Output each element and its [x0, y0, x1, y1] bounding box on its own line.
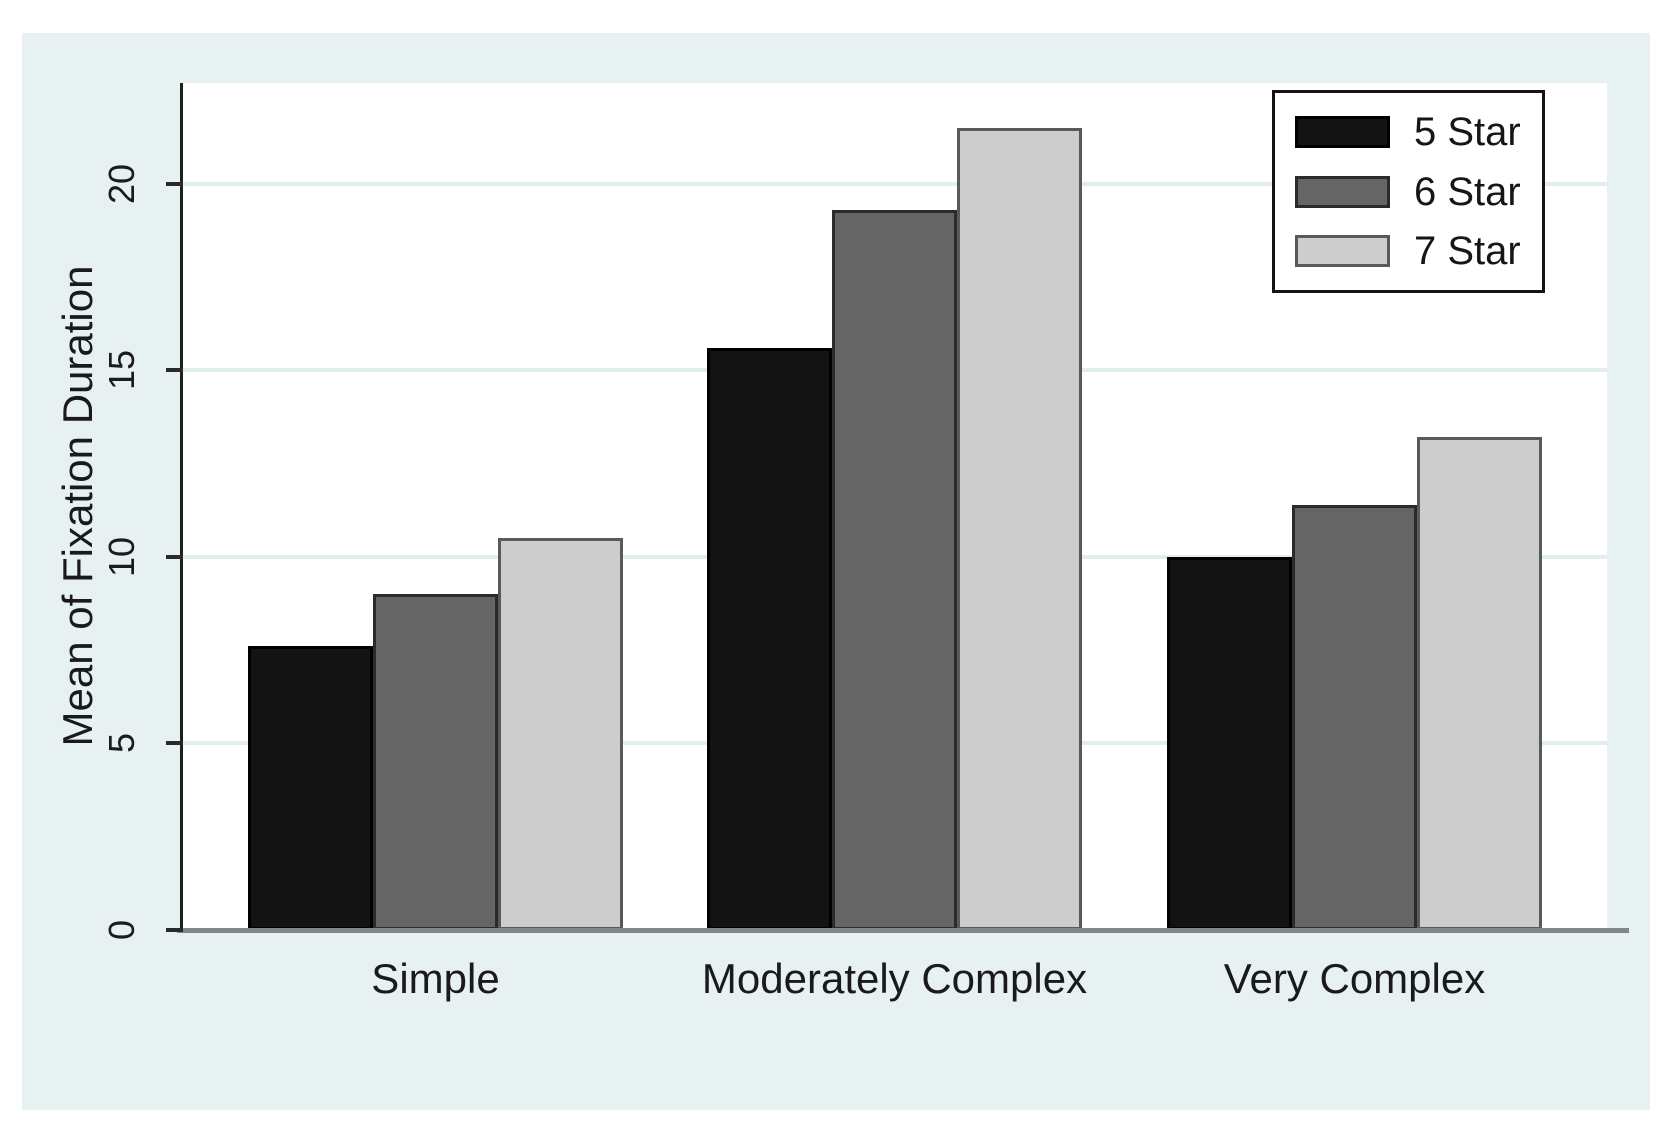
legend: 5 Star 6 Star 7 Star	[1272, 90, 1545, 293]
y-tick-label-0: 0	[101, 919, 142, 941]
legend-label-6-star: 6 Star	[1414, 169, 1521, 214]
x-category-label-simple: Simple	[371, 955, 500, 1002]
gridline-20	[183, 181, 1607, 186]
y-tick-label-5: 5	[101, 733, 142, 754]
bar-simple-5-star	[248, 646, 373, 930]
x-axis-line	[177, 928, 1629, 933]
y-tick-15	[166, 368, 183, 373]
y-tick-label-20: 20	[101, 163, 142, 204]
x-category-label-moderately-complex: Moderately Complex	[701, 955, 1088, 1002]
legend-label-7-star: 7 Star	[1414, 228, 1521, 273]
y-axis-title: Mean of Fixation Duration	[54, 265, 101, 747]
legend-swatch-5-star	[1295, 116, 1390, 149]
y-tick-label-15: 15	[101, 350, 142, 391]
bar-chart: Mean of Fixation Duration 5 Star 6 Star …	[22, 33, 1650, 1110]
legend-label-5-star: 5 Star	[1414, 110, 1521, 155]
bar-moderately-complex-5-star	[707, 347, 832, 930]
bar-very-complex-6-star	[1292, 504, 1417, 930]
bar-very-complex-7-star	[1417, 437, 1542, 930]
y-tick-5	[166, 741, 183, 746]
bar-moderately-complex-6-star	[832, 209, 957, 930]
legend-swatch-6-star	[1295, 175, 1390, 208]
y-tick-10	[166, 554, 183, 559]
bar-simple-7-star	[498, 538, 623, 930]
y-tick-0	[166, 928, 183, 932]
legend-entry-6-star: 6 Star	[1295, 172, 1542, 212]
x-category-label-very-complex: Very Complex	[1223, 955, 1486, 1002]
y-tick-20	[166, 181, 183, 186]
y-tick-label-10: 10	[101, 536, 142, 577]
y-axis-line	[180, 83, 183, 930]
legend-entry-5-star: 5 Star	[1295, 112, 1542, 152]
bar-simple-6-star	[373, 594, 498, 930]
bar-very-complex-5-star	[1167, 556, 1292, 930]
legend-swatch-7-star	[1295, 234, 1390, 267]
bar-moderately-complex-7-star	[957, 127, 1082, 930]
legend-entry-7-star: 7 Star	[1295, 231, 1542, 271]
